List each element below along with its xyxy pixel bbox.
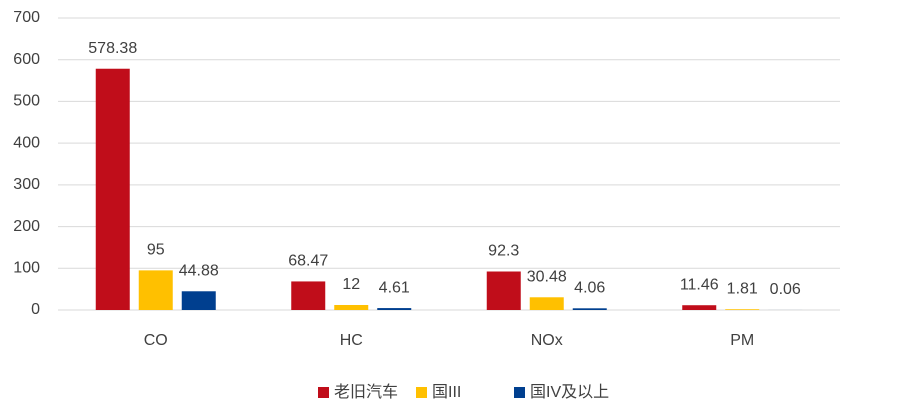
x-tick-label: CO <box>144 332 168 349</box>
data-label: 4.06 <box>574 280 605 297</box>
bar <box>95 68 130 311</box>
data-label: 578.38 <box>88 40 137 57</box>
y-tick-label: 700 <box>13 9 40 26</box>
legend-swatch <box>514 387 525 398</box>
data-label: 68.47 <box>288 253 328 270</box>
data-label: 12 <box>342 276 360 293</box>
bar <box>377 308 412 310</box>
data-label: 4.61 <box>379 279 410 296</box>
data-label: 44.88 <box>179 262 219 279</box>
data-label: 92.3 <box>488 243 519 260</box>
bar <box>138 270 173 310</box>
legend-label: 国IV及以上 <box>530 383 609 401</box>
bar <box>529 297 564 310</box>
data-label: 30.48 <box>527 269 567 286</box>
legend-label: 国III <box>432 384 461 401</box>
legend-swatch <box>318 387 329 398</box>
legend-swatch <box>416 387 427 398</box>
bar <box>682 305 717 310</box>
bar <box>291 281 326 310</box>
y-tick-label: 400 <box>13 134 40 151</box>
x-tick-label: HC <box>340 332 363 349</box>
y-tick-label: 500 <box>13 93 40 110</box>
y-tick-label: 200 <box>13 218 40 235</box>
y-tick-label: 300 <box>13 176 40 193</box>
data-label: 0.06 <box>770 281 801 298</box>
bar <box>572 308 607 310</box>
y-tick-label: 600 <box>13 51 40 68</box>
y-tick-label: 0 <box>31 301 40 318</box>
legend-label: 老旧汽车 <box>334 383 398 401</box>
bar <box>725 309 760 310</box>
x-tick-label: PM <box>730 332 754 349</box>
x-tick-label: NOx <box>531 332 563 349</box>
data-label: 11.46 <box>680 276 719 293</box>
y-tick-label: 100 <box>13 260 40 277</box>
data-label: 95 <box>147 242 165 259</box>
bar <box>181 291 216 310</box>
bar <box>486 271 521 310</box>
bar <box>334 304 369 310</box>
data-label: 1.81 <box>727 280 758 297</box>
